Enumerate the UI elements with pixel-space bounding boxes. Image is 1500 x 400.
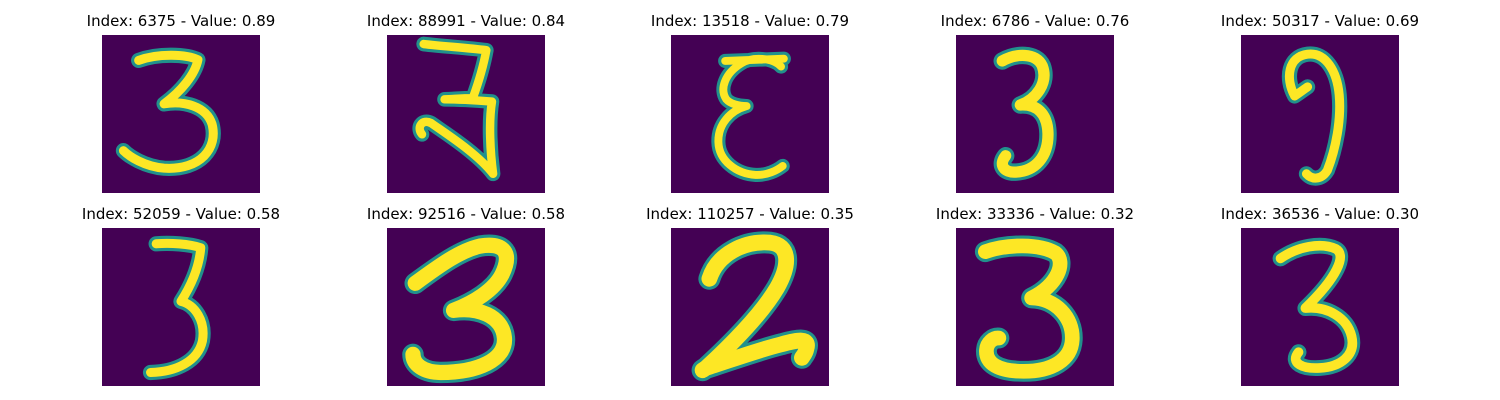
digit-image	[1241, 228, 1399, 386]
digit-stroke	[405, 237, 514, 381]
panel-title: Index: 88991 - Value: 0.84	[366, 12, 566, 30]
image-panel: Index: 50317 - Value: 0.69	[1140, 0, 1440, 193]
digit-image	[102, 228, 260, 386]
digit-image	[387, 228, 545, 386]
digit-image	[102, 35, 260, 193]
image-panel: Index: 13518 - Value: 0.79	[570, 0, 870, 193]
image-background	[387, 35, 545, 193]
digit-image	[956, 35, 1114, 193]
digit-stroke	[146, 238, 208, 377]
digit-stroke	[1275, 241, 1358, 373]
digit-stroke	[978, 238, 1080, 379]
panel-title: Index: 110257 - Value: 0.35	[646, 205, 854, 223]
digit-stroke	[118, 50, 218, 173]
panel-title: Index: 6375 - Value: 0.89	[86, 12, 276, 30]
image-panel: Index: 52059 - Value: 0.58	[0, 193, 300, 386]
panel-title: Index: 50317 - Value: 0.69	[1220, 12, 1420, 30]
digit-image	[671, 35, 829, 193]
digit-stroke	[714, 54, 788, 179]
panel-title: Index: 36536 - Value: 0.30	[1220, 205, 1420, 223]
image-panel: Index: 110257 - Value: 0.35	[570, 193, 870, 386]
digit-stroke	[1284, 49, 1345, 183]
panel-title: Index: 92516 - Value: 0.58	[366, 205, 566, 223]
digit-image	[387, 35, 545, 193]
panel-title: Index: 13518 - Value: 0.79	[650, 12, 850, 30]
digit-stroke	[996, 49, 1054, 178]
digit-image	[956, 228, 1114, 386]
digit-stroke	[415, 39, 498, 179]
image-panel: Index: 6375 - Value: 0.89	[0, 0, 300, 193]
panel-title: Index: 6786 - Value: 0.76	[940, 12, 1130, 30]
digit-image	[1241, 35, 1399, 193]
digit-stroke	[694, 234, 815, 379]
digit-image	[671, 228, 829, 386]
image-panel: Index: 36536 - Value: 0.30	[1140, 193, 1440, 386]
image-panel: Index: 92516 - Value: 0.58	[285, 193, 585, 386]
image-panel: Index: 88991 - Value: 0.84	[285, 0, 585, 193]
image-panel: Index: 33336 - Value: 0.32	[855, 193, 1155, 386]
panel-title: Index: 52059 - Value: 0.58	[81, 205, 281, 223]
image-panel: Index: 6786 - Value: 0.76	[855, 0, 1155, 193]
panel-title: Index: 33336 - Value: 0.32	[935, 205, 1135, 223]
